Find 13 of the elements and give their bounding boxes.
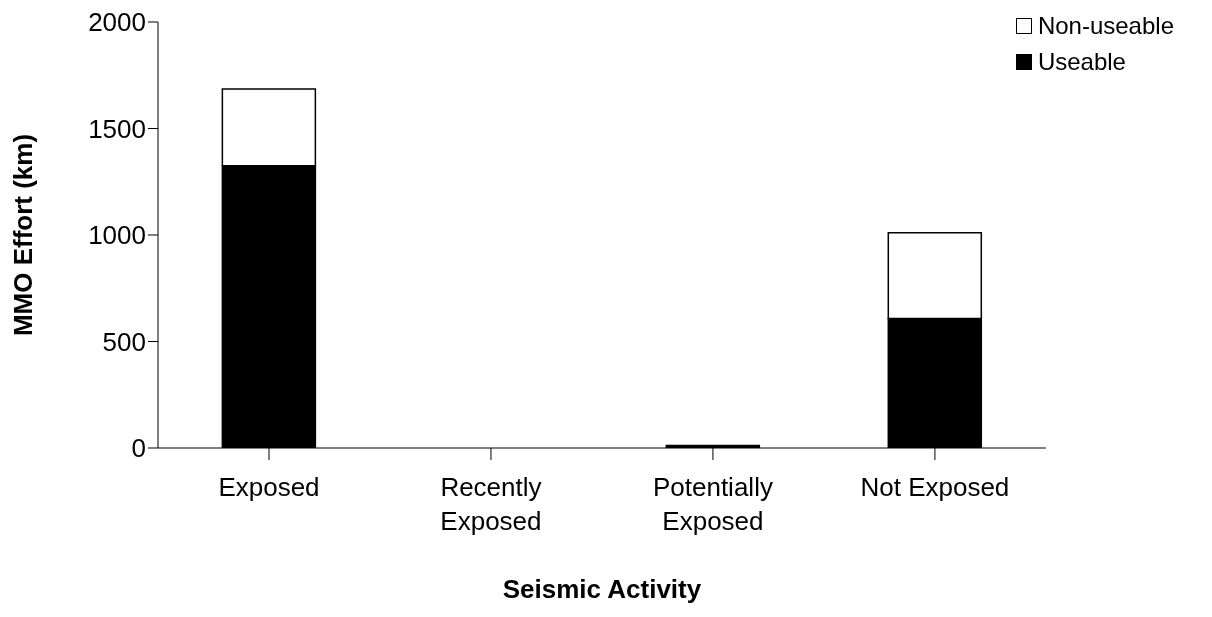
x-axis-title: Seismic Activity: [502, 574, 702, 604]
legend-label: Non-useable: [1037, 12, 1174, 40]
x-tick-label: Not Exposed: [860, 472, 1010, 502]
x-tick-label: Recently Exposed: [440, 472, 542, 536]
y-tick-label: 1500: [88, 113, 146, 144]
y-tick-label: 500: [102, 326, 146, 357]
y-axis-title: MMO Effort (km): [8, 133, 39, 337]
y-tick-label: 2000: [88, 7, 146, 38]
y-tick-label: 0: [131, 433, 146, 464]
x-tick-label: Exposed: [218, 472, 320, 502]
y-tick-label: 1000: [88, 220, 146, 251]
legend-label: Useable: [1037, 48, 1126, 76]
x-tick-label: Potentially Exposed: [652, 472, 773, 536]
